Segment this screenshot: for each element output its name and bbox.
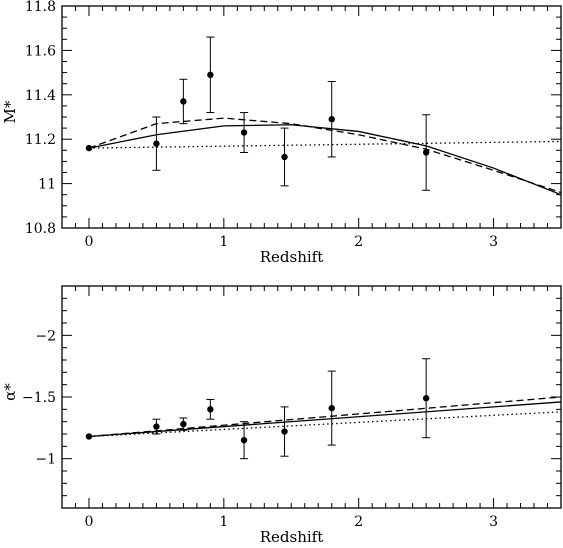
data-point xyxy=(422,149,430,156)
x-tick-label: 2 xyxy=(354,234,363,250)
y-tick-label: −2 xyxy=(35,328,56,344)
x-tick-label: 1 xyxy=(219,514,228,530)
model-curve-dotted xyxy=(88,411,562,438)
data-point xyxy=(180,420,187,428)
y-tick-label: 11 xyxy=(38,177,56,193)
data-point xyxy=(153,423,160,430)
data-point xyxy=(153,140,160,147)
model-curve-dotted xyxy=(88,140,562,149)
y-tick-label: −1.5 xyxy=(22,390,56,406)
chart-panel-0: 0 1 2 3 10.8 11 11.2 11.4 11.6 11.8 Redshift M* xyxy=(1,0,562,266)
y-tick-label: 11.2 xyxy=(25,132,56,148)
data-point xyxy=(207,71,214,79)
data-point xyxy=(85,433,93,440)
y-tick-label: 11.6 xyxy=(25,43,56,59)
x-tick-label: 3 xyxy=(489,514,498,530)
data-point xyxy=(281,428,288,435)
chart-panel-1: 0 1 2 3 −1 −1.5 −2 Redshift α* xyxy=(1,285,562,546)
data-point xyxy=(281,153,288,161)
data-point xyxy=(207,406,214,413)
y-tick-label: −1 xyxy=(35,452,56,468)
y-tick-label: 11.4 xyxy=(25,88,56,104)
data-point xyxy=(328,404,335,412)
data-point xyxy=(240,129,248,136)
data-point xyxy=(180,98,187,105)
model-curve-solid xyxy=(88,124,562,196)
data-point xyxy=(422,395,430,402)
data-point xyxy=(85,144,93,152)
y-tick-label: 10.8 xyxy=(25,221,56,237)
model-curve-dashed xyxy=(88,117,562,194)
model-curve-solid xyxy=(88,401,562,438)
x-tick-label: 3 xyxy=(489,234,498,250)
data-point xyxy=(240,436,248,444)
x-tick-label: 0 xyxy=(85,514,94,530)
x-axis-label: Redshift xyxy=(260,248,324,266)
plot-frame xyxy=(61,285,562,509)
plot-frame xyxy=(61,5,562,229)
x-axis-label: Redshift xyxy=(260,528,324,546)
x-tick-label: 0 xyxy=(85,234,94,250)
y-tick-label: 11.8 xyxy=(25,0,56,15)
data-point xyxy=(328,116,335,123)
y-axis-label: M* xyxy=(1,100,19,123)
x-tick-label: 2 xyxy=(354,514,363,530)
model-curve-dashed xyxy=(88,396,562,438)
y-axis-label: α* xyxy=(1,383,19,401)
x-tick-label: 1 xyxy=(219,234,228,250)
